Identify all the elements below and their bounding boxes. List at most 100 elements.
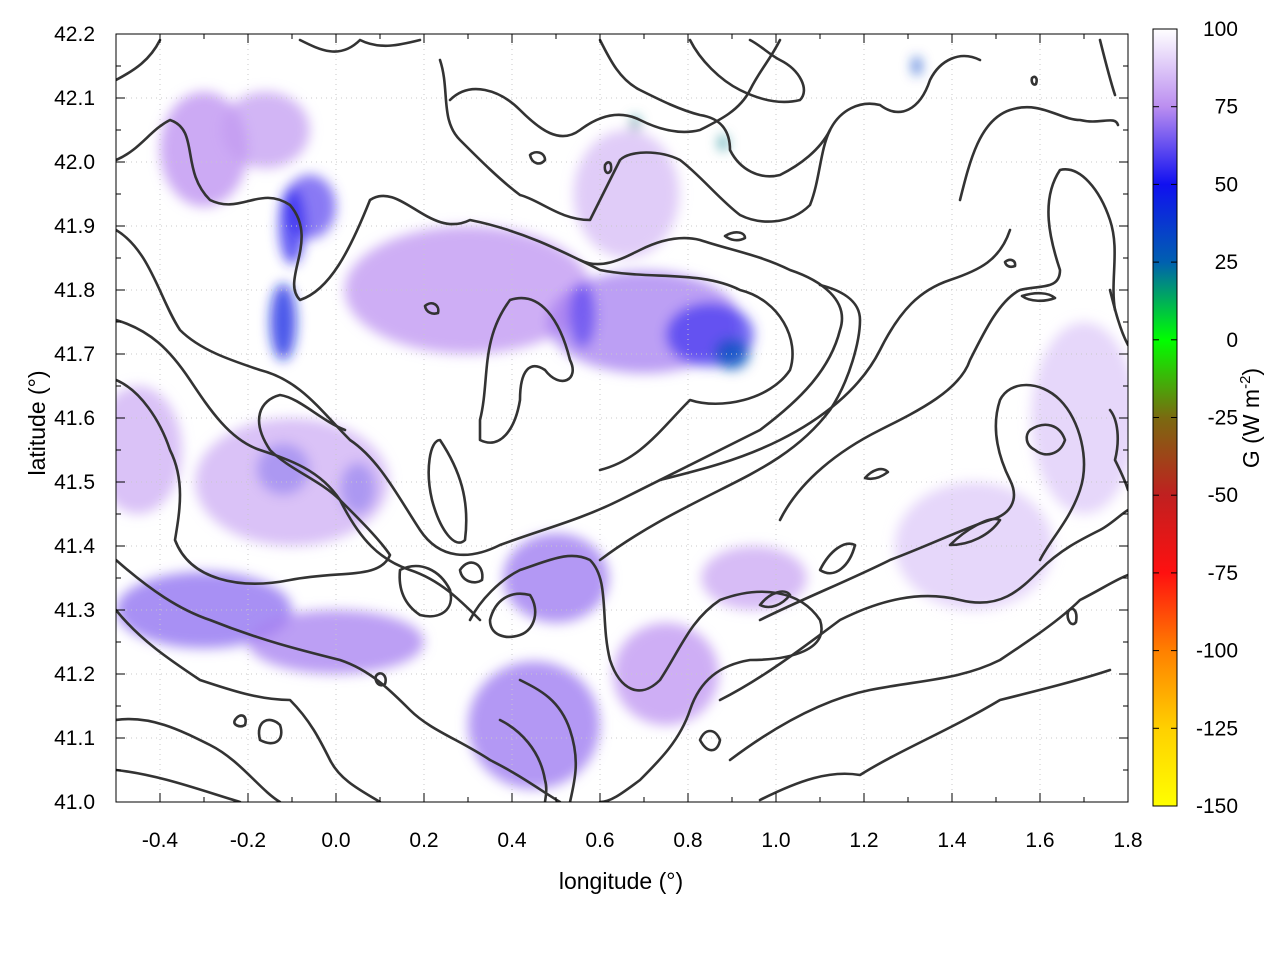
contour-line bbox=[758, 383, 1086, 622]
contour-line bbox=[1108, 408, 1128, 492]
contour-line bbox=[233, 714, 247, 728]
contour-line bbox=[518, 678, 578, 802]
y-axis-ticks: 41.0 41.1 41.2 41.3 41.4 41.5 41.6 41.7 41.8 41.9… bbox=[54, 23, 1128, 814]
contour-line bbox=[603, 161, 613, 175]
contour-line bbox=[116, 228, 844, 557]
field-patch bbox=[894, 482, 1054, 610]
field-patch bbox=[270, 283, 297, 361]
y-axis-label: latitude (°) bbox=[24, 370, 50, 475]
y-tick-label: 41.8 bbox=[54, 279, 95, 302]
contour-line bbox=[658, 228, 1012, 482]
contour-line bbox=[1108, 288, 1128, 347]
y-tick-label: 41.7 bbox=[54, 343, 95, 366]
colorbar-tick-label: -25 bbox=[1208, 407, 1238, 430]
x-tick-label: 1.2 bbox=[849, 829, 878, 852]
colorbar-tick-label: -125 bbox=[1196, 717, 1238, 740]
contour-line bbox=[116, 118, 794, 472]
colorbar-tick-label: 25 bbox=[1215, 251, 1238, 274]
field-patch bbox=[344, 226, 592, 354]
y-tick-label: 41.3 bbox=[54, 599, 95, 622]
contour-line bbox=[863, 467, 890, 481]
y-tick-label: 41.2 bbox=[54, 663, 95, 686]
contour-line bbox=[1003, 258, 1017, 269]
x-axis-label: longitude (°) bbox=[559, 868, 683, 894]
x-tick-label: 0.8 bbox=[673, 829, 702, 852]
contour-line bbox=[758, 668, 1112, 802]
contour-line bbox=[498, 718, 548, 802]
x-tick-label: 1.4 bbox=[937, 829, 967, 852]
x-tick-label: 0.0 bbox=[321, 829, 350, 852]
contour-line bbox=[1098, 38, 1117, 97]
contour-line bbox=[448, 38, 782, 138]
field-patch bbox=[1031, 322, 1128, 514]
contour-line bbox=[257, 718, 283, 745]
contour-line bbox=[948, 517, 1002, 547]
contour-line bbox=[528, 150, 547, 165]
y-tick-label: 41.1 bbox=[54, 727, 95, 750]
contour-line bbox=[958, 105, 1120, 202]
field-patch bbox=[573, 130, 680, 258]
contour-line bbox=[718, 508, 1128, 702]
contour-line bbox=[116, 608, 382, 802]
x-tick-label: 0.2 bbox=[409, 829, 438, 852]
contour-line bbox=[758, 590, 792, 609]
contour-line bbox=[438, 54, 982, 223]
y-tick-label: 41.6 bbox=[54, 407, 95, 430]
colorbar-label-text: G (W m bbox=[1238, 389, 1264, 468]
x-axis-ticks: -0.4 -0.2 0.0 0.2 0.4 0.6 0.8 1.0 1.2 1.4 1.6 1.8 bbox=[142, 34, 1143, 852]
colorbar-ticks: 100 75 50 25 0 -25 -50 -75 -100 -125 -150 bbox=[1153, 18, 1238, 818]
contour-lines bbox=[116, 38, 1128, 802]
contour-line bbox=[688, 38, 806, 104]
x-tick-label: 0.6 bbox=[585, 829, 614, 852]
contour-line bbox=[1030, 75, 1038, 86]
contour-line bbox=[728, 573, 1128, 762]
contour-line bbox=[116, 318, 482, 622]
contour-line bbox=[116, 717, 282, 802]
contour-line bbox=[598, 283, 862, 562]
colorbar-tick-label: -75 bbox=[1208, 562, 1238, 585]
contour-line bbox=[488, 592, 537, 639]
contour-line bbox=[778, 168, 1117, 522]
contour-line bbox=[818, 542, 857, 575]
field-patch bbox=[221, 91, 310, 169]
contour-line bbox=[1020, 291, 1057, 303]
colorbar-tick-label: 75 bbox=[1215, 96, 1238, 119]
colorbar-label-superscript: -2 bbox=[1237, 376, 1254, 389]
x-tick-label: 1.8 bbox=[1113, 829, 1142, 852]
y-tick-label: 41.5 bbox=[54, 471, 95, 494]
contour-line bbox=[116, 768, 242, 802]
x-tick-label: 1.6 bbox=[1025, 829, 1054, 852]
contour-line bbox=[468, 554, 823, 802]
colorbar-tick-label: -150 bbox=[1196, 795, 1238, 818]
y-tick-label: 42.2 bbox=[54, 23, 95, 46]
contour-line bbox=[298, 38, 422, 53]
x-tick-label: 1.0 bbox=[761, 829, 790, 852]
contour-line bbox=[116, 38, 162, 82]
contour-line bbox=[598, 38, 832, 178]
colorbar-label-close: ) bbox=[1238, 368, 1264, 376]
contour-line bbox=[116, 558, 562, 802]
contour-line bbox=[398, 564, 453, 618]
field-patch bbox=[701, 546, 807, 610]
y-tick-label: 42.0 bbox=[54, 151, 95, 174]
colorbar-tick-label: 0 bbox=[1226, 329, 1238, 352]
y-tick-label: 41.4 bbox=[54, 535, 95, 558]
x-tick-label: 0.4 bbox=[497, 829, 527, 852]
field-patch bbox=[569, 283, 596, 348]
contour-line bbox=[1066, 607, 1078, 626]
x-tick-label: -0.4 bbox=[142, 829, 179, 852]
field-patch bbox=[912, 56, 922, 76]
field-patch bbox=[468, 661, 600, 790]
contour-line bbox=[1025, 423, 1067, 456]
y-tick-label: 41.9 bbox=[54, 215, 95, 238]
field-patch bbox=[718, 135, 728, 151]
colorbar-tick-label: 50 bbox=[1215, 173, 1238, 196]
contour-line bbox=[116, 378, 392, 585]
contour-line bbox=[478, 296, 574, 444]
contour-line bbox=[723, 231, 747, 242]
x-tick-label: -0.2 bbox=[230, 829, 266, 852]
contour-line bbox=[423, 302, 440, 315]
y-tick-label: 41.0 bbox=[54, 791, 95, 814]
field-patch bbox=[248, 610, 424, 674]
contour-line bbox=[698, 729, 722, 752]
